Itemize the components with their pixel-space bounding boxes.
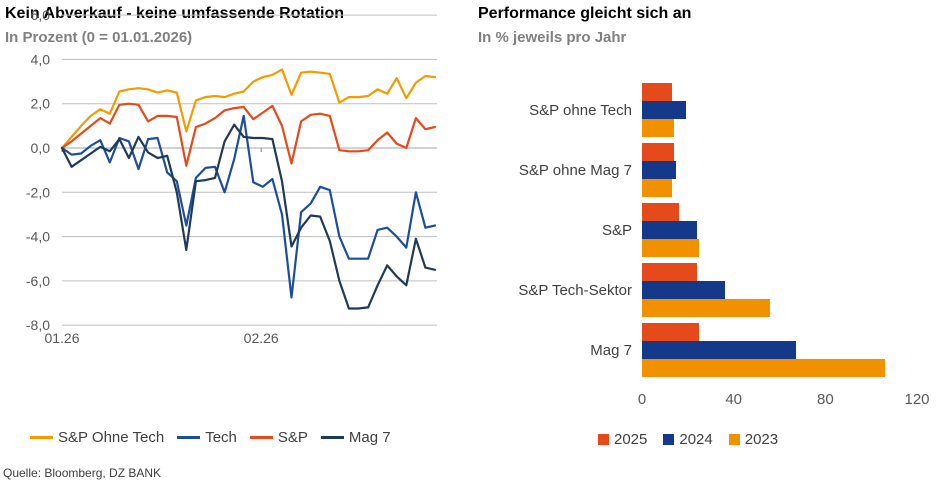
bar-2024-s-p-ohne-tech [642, 101, 686, 119]
legend-label: 2025 [614, 431, 648, 448]
legend-label: Mag 7 [348, 429, 391, 446]
left-chart-subtitle: In Prozent (0 = 01.01.2026) [5, 29, 193, 46]
bar-2024-mag-7 [642, 341, 796, 359]
bar-category-label: S&P [601, 221, 632, 239]
bar-group-s-p-ohne-tech: S&P ohne Tech [482, 83, 885, 137]
legend-line-swatch [320, 436, 344, 439]
y-axis-tick-label: 2,0 [31, 96, 51, 112]
bar-group-s-p-ohne-mag-7: S&P ohne Mag 7 [482, 143, 885, 197]
legend-label: S&P [277, 429, 308, 446]
legend-item-s-p: S&P [249, 429, 308, 446]
legend-item-mag-7: Mag 7 [320, 429, 391, 446]
legend-square-swatch [728, 434, 740, 445]
bar-2025-s-p-ohne-mag-7 [642, 143, 675, 161]
y-axis-tick-label: -6,0 [26, 273, 50, 289]
line-series-s-p-ohne-tech [60, 68, 437, 150]
y-axis-tick-label: -2,0 [26, 184, 50, 200]
bar-stack [642, 323, 885, 377]
bar-group-mag-7: Mag 7 [482, 323, 885, 377]
legend-item-2024: 2024 [663, 431, 713, 448]
line-series-tech [60, 114, 437, 299]
legend-label: Tech [205, 429, 237, 446]
legend-square-swatch [663, 434, 675, 445]
legend-item-2023: 2023 [728, 431, 779, 448]
bar-category-label: Mag 7 [590, 341, 632, 359]
legend-line-swatch [177, 436, 201, 439]
bar-2024-s-p-tech-sektor [642, 281, 725, 299]
legend-line-swatch [30, 436, 53, 439]
bar-2024-s-p-ohne-mag-7 [642, 161, 677, 179]
x-axis-tick-label: 02.26 [244, 330, 279, 346]
bar-x-axis-tick-label: 0 [637, 391, 647, 408]
left-chart-legend: S&P Ohne Tech Tech S&P Mag 7 [30, 429, 404, 446]
legend-line-swatch [249, 436, 273, 439]
bar-chart: S&P ohne Tech S&P ohne Mag 7 S&P S&P Tech-S… [482, 83, 885, 383]
bar-category-label: S&P ohne Mag 7 [518, 161, 632, 179]
bar-stack [642, 83, 686, 137]
y-axis-tick-label: 6,0 [31, 7, 51, 23]
right-chart-title: Performance gleicht sich an [478, 5, 692, 22]
bar-category-label: S&P ohne Tech [529, 101, 632, 119]
right-chart-subtitle: In % jeweils pro Jahr [478, 29, 627, 46]
left-chart-title: Kein Abverkauf - keine umfassende Rotati… [5, 5, 345, 22]
legend-item-tech: Tech [177, 429, 237, 446]
line-chart: 6,0 4,0 2,0 0,0 -2,0 -4,0 -6,0 -8,001.26 02.26 [26, 7, 437, 346]
bar-group-s-p: S&P [482, 203, 885, 257]
bar-2023-mag-7 [642, 359, 885, 377]
legend-label: 2024 [679, 431, 713, 448]
line-series-mag-7 [60, 123, 437, 310]
legend-item-2025: 2025 [598, 431, 647, 448]
y-axis-tick-label: 4,0 [31, 51, 51, 67]
right-chart-legend: 2025 2024 2023 [598, 431, 794, 448]
bar-2023-s-p-tech-sektor [642, 299, 771, 317]
bar-chart-x-axis: 0 40 80 120 [0, 391, 941, 409]
bar-group-s-p-tech-sektor: S&P Tech-Sektor [482, 263, 885, 317]
bar-2025-mag-7 [642, 323, 700, 341]
bar-category-label: S&P Tech-Sektor [518, 281, 632, 299]
bar-x-axis-tick-label: 40 [725, 391, 742, 408]
legend-square-swatch [598, 434, 609, 445]
line-series-s-p [60, 102, 437, 167]
bar-stack [642, 203, 700, 257]
source-note: Quelle: Bloomberg, DZ BANK [3, 466, 162, 480]
legend-label: S&P Ohne Tech [58, 429, 165, 446]
y-axis-tick-label: -4,0 [26, 229, 50, 245]
legend-label: 2023 [744, 431, 779, 448]
y-axis-tick-label: 0,0 [31, 140, 51, 156]
bar-stack [642, 263, 771, 317]
bar-2025-s-p-ohne-tech [642, 83, 672, 101]
bar-stack [642, 143, 677, 197]
y-axis-tick-label: -8,0 [26, 317, 50, 333]
bar-2023-s-p [642, 239, 700, 257]
bar-2025-s-p-tech-sektor [642, 263, 697, 281]
bar-x-axis-tick-label: 120 [904, 391, 930, 408]
x-axis-tick-label: 01.26 [44, 330, 79, 346]
bar-x-axis-tick-label: 80 [816, 391, 834, 408]
legend-item-s-p-ohne-tech: S&P Ohne Tech [30, 429, 164, 446]
bar-2023-s-p-ohne-mag-7 [642, 179, 672, 197]
bar-2024-s-p [642, 221, 697, 239]
bar-2025-s-p [642, 203, 679, 221]
bar-2023-s-p-ohne-tech [642, 119, 675, 137]
